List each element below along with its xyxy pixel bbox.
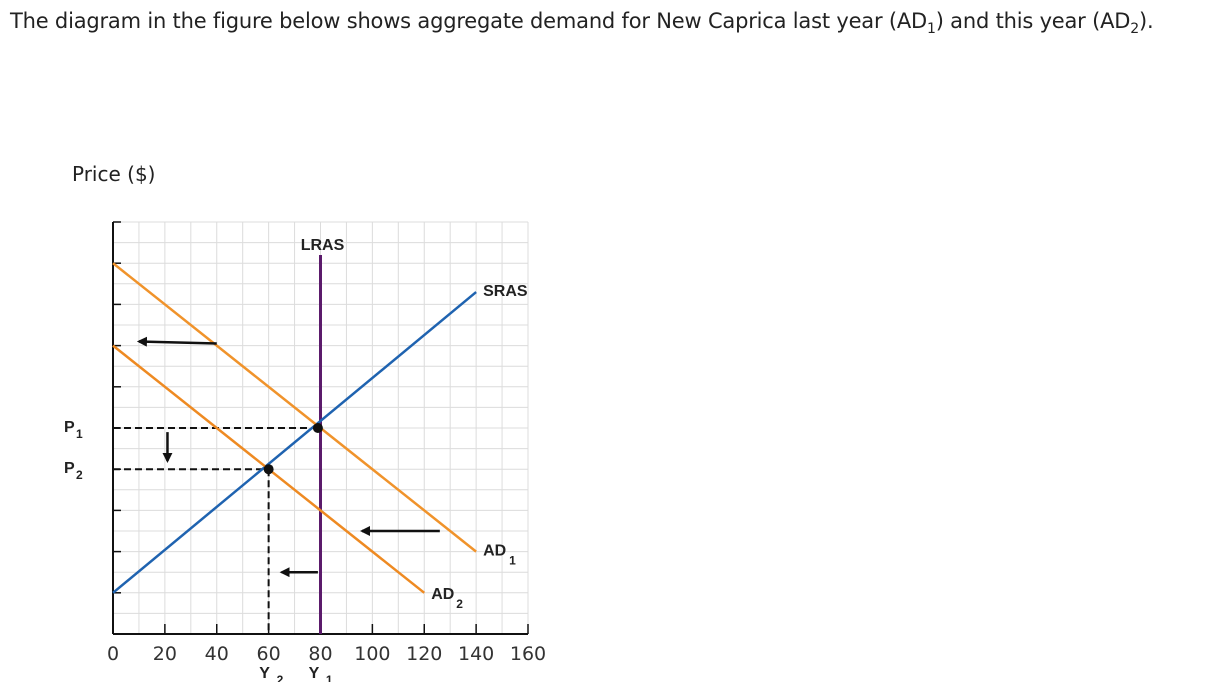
question-text: The diagram in the figure below shows ag…: [10, 9, 1154, 37]
ad1-label-sub: 1: [509, 554, 516, 568]
x-tick-label: 120: [406, 643, 442, 665]
x-tick-label: 100: [354, 643, 390, 665]
x-tick-label: 20: [153, 643, 177, 665]
equilibrium-point: [263, 464, 274, 475]
price-label: P: [64, 460, 75, 477]
price-label-sub: 2: [76, 468, 83, 482]
question-text-middle: ) and this year (AD: [935, 9, 1131, 33]
ad2-label: AD: [431, 586, 454, 603]
question-text-start: The diagram in the figure below shows ag…: [10, 9, 927, 33]
x-tick-label: 160: [510, 643, 546, 665]
quantity-label-sub: 1: [326, 673, 333, 682]
ad1-line: [112, 262, 477, 553]
ad2-label-sub: 2: [456, 597, 463, 611]
ad1-label: AD: [483, 543, 506, 560]
price-label-sub: 1: [76, 427, 83, 441]
x-tick-label: 40: [205, 643, 229, 665]
x-tick-label: 140: [458, 643, 494, 665]
x-tick-label: 80: [308, 643, 332, 665]
price-label: P: [64, 419, 75, 436]
quantity-label-sub: 2: [277, 673, 284, 682]
sras-line: [112, 291, 477, 594]
quantity-label: Y: [259, 665, 270, 682]
question-sub-2: 2: [1130, 21, 1139, 37]
x-tick-label: 60: [257, 643, 281, 665]
sras-label: SRAS: [483, 283, 528, 300]
y-axis-label: Price ($): [72, 162, 156, 186]
question-text-end: ).: [1138, 9, 1154, 33]
equilibrium-point: [312, 423, 323, 433]
x-tick-label: 0: [107, 643, 119, 665]
quantity-label: Y: [309, 665, 320, 682]
lras-label: LRAS: [301, 237, 345, 254]
question-sub-1: 1: [927, 21, 936, 37]
left-arrow: [136, 336, 217, 347]
